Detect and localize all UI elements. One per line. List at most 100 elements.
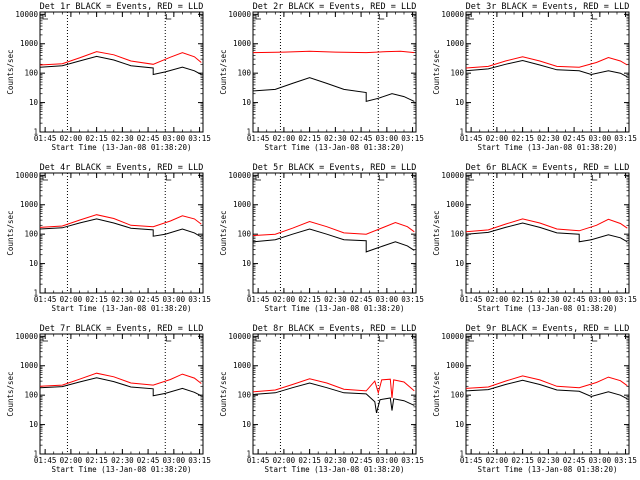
series-lld-line <box>465 56 628 69</box>
y-tick-label: 100 <box>237 391 251 400</box>
plot-frame <box>252 11 417 133</box>
y-tick-label: 1000 <box>20 39 39 48</box>
x-tick-label: 01:45 <box>247 134 270 143</box>
y-tick-label: 1000 <box>233 361 252 370</box>
series-events-line <box>252 382 415 414</box>
panel-title: Det 1r BLACK = Events, RED = LLD <box>40 2 204 12</box>
y-tick-label: 10000 <box>228 332 251 341</box>
y-tick-label: 10000 <box>228 171 251 180</box>
y-tick-label: 10 <box>242 259 252 268</box>
y-axis-label: Counts/sec <box>6 371 15 416</box>
y-axis-label: Counts/sec <box>432 371 441 416</box>
x-tick-label: 03:15 <box>401 456 424 465</box>
y-tick-label: 1000 <box>233 200 252 209</box>
x-tick-label: 02:00 <box>486 456 509 465</box>
x-tick-label: 03:00 <box>376 456 399 465</box>
x-tick-label: 02:15 <box>511 295 534 304</box>
x-tick-label: 02:30 <box>324 295 347 304</box>
x-tick-label: 01:45 <box>247 295 270 304</box>
x-tick-label: 03:15 <box>614 456 637 465</box>
panel-det-2: Det 2r BLACK = Events, RED = LLD 1 10 100 10… <box>219 2 424 152</box>
x-tick-label: 02:30 <box>111 295 134 304</box>
x-tick-label: 01:45 <box>460 456 483 465</box>
plot-frame <box>39 172 204 294</box>
bracket-marker <box>255 336 261 342</box>
x-tick-label: 02:30 <box>111 456 134 465</box>
x-tick-label: 02:45 <box>137 456 160 465</box>
panel-title: Det 3r BLACK = Events, RED = LLD <box>466 2 630 12</box>
x-tick-label: 02:15 <box>85 295 108 304</box>
y-tick-label: 1 <box>33 289 38 298</box>
y-axis-label: Counts/sec <box>219 371 228 416</box>
panel-det-7: Det 7r BLACK = Events, RED = LLD 1 10 100 10… <box>6 324 211 474</box>
y-tick-label: 1000 <box>20 361 39 370</box>
y-tick-label: 1000 <box>446 200 465 209</box>
panel-title: Det 2r BLACK = Events, RED = LLD <box>253 2 417 12</box>
x-tick-label: 02:15 <box>85 134 108 143</box>
x-tick-label: 02:00 <box>273 456 296 465</box>
series-lld-line <box>39 51 202 66</box>
series-events-line <box>465 379 628 400</box>
y-tick-label: 10000 <box>441 171 464 180</box>
y-tick-label: 1 <box>33 128 38 137</box>
y-tick-label: 10 <box>242 98 252 107</box>
plot-frame <box>465 11 630 133</box>
y-tick-label: 1000 <box>20 200 39 209</box>
y-axis-label: Counts/sec <box>432 210 441 255</box>
series-events-line <box>465 222 628 243</box>
panel-det-6: Det 6r BLACK = Events, RED = LLD 1 10 100 10… <box>432 163 637 313</box>
bracket-marker <box>378 175 385 181</box>
y-tick-label: 10000 <box>441 10 464 19</box>
series-lld-line <box>39 372 202 387</box>
series-lld-line <box>465 375 628 389</box>
panel-title: Det 4r BLACK = Events, RED = LLD <box>40 163 204 173</box>
bracket-marker <box>42 14 48 20</box>
bracket-marker <box>42 336 48 342</box>
x-tick-label: 02:15 <box>85 456 108 465</box>
bracket-marker <box>468 336 474 342</box>
x-tick-label: 03:15 <box>401 295 424 304</box>
x-tick-label: 01:45 <box>460 295 483 304</box>
y-axis-label: Counts/sec <box>432 49 441 94</box>
y-tick-label: 100 <box>237 230 251 239</box>
x-tick-label: 02:30 <box>537 295 560 304</box>
y-tick-label: 100 <box>450 230 464 239</box>
y-tick-label: 10 <box>242 420 252 429</box>
panel-title: Det 8r BLACK = Events, RED = LLD <box>253 324 417 334</box>
bracket-marker <box>255 14 261 20</box>
y-tick-label: 1 <box>246 289 251 298</box>
y-tick-label: 100 <box>24 391 38 400</box>
y-tick-label: 10 <box>455 259 465 268</box>
x-tick-label: 03:15 <box>188 456 211 465</box>
y-tick-label: 10 <box>455 98 465 107</box>
x-tick-label: 02:30 <box>537 134 560 143</box>
x-tick-label: 01:45 <box>34 134 57 143</box>
x-axis-label: Start Time (13-Jan-08 01:38:20) <box>52 304 192 313</box>
plot-frame <box>39 11 204 133</box>
x-tick-label: 03:15 <box>188 134 211 143</box>
y-axis-label: Counts/sec <box>219 49 228 94</box>
x-tick-label: 02:45 <box>350 134 373 143</box>
panel-title: Det 6r BLACK = Events, RED = LLD <box>466 163 630 173</box>
y-tick-label: 1000 <box>233 39 252 48</box>
y-tick-label: 10000 <box>228 10 251 19</box>
y-axis-label: Counts/sec <box>6 210 15 255</box>
plot-frame <box>465 333 630 455</box>
y-axis-label: Counts/sec <box>219 210 228 255</box>
x-tick-label: 03:15 <box>188 295 211 304</box>
x-tick-label: 01:45 <box>34 456 57 465</box>
plot-frame <box>39 333 204 455</box>
y-tick-label: 100 <box>450 69 464 78</box>
x-tick-label: 03:00 <box>163 134 186 143</box>
x-tick-label: 03:00 <box>163 456 186 465</box>
x-tick-label: 02:15 <box>511 134 534 143</box>
x-tick-label: 02:30 <box>537 456 560 465</box>
x-tick-label: 02:00 <box>273 134 296 143</box>
y-tick-label: 1000 <box>446 39 465 48</box>
x-tick-label: 02:45 <box>350 456 373 465</box>
x-tick-label: 02:45 <box>137 134 160 143</box>
series-lld-line <box>252 378 415 399</box>
series-events-line <box>465 59 628 78</box>
x-tick-label: 02:00 <box>60 295 83 304</box>
y-tick-label: 10000 <box>15 171 38 180</box>
